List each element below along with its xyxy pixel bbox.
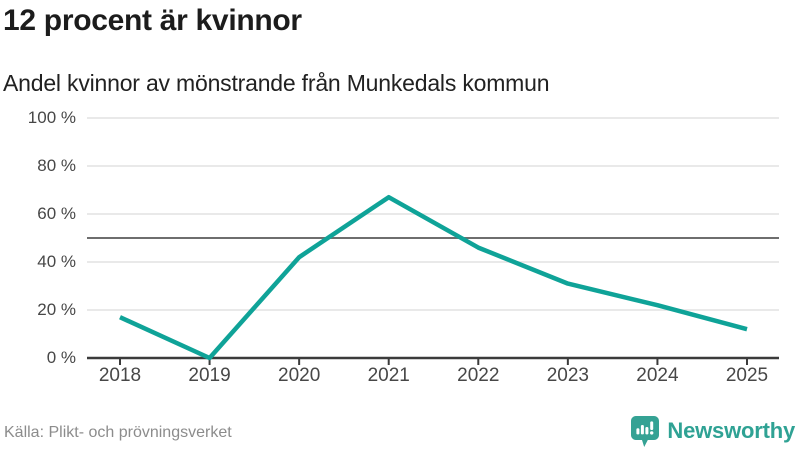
newsworthy-bubble-icon bbox=[631, 415, 660, 447]
newsworthy-wordmark: Newsworthy bbox=[667, 418, 795, 443]
data-line-Andel kvinnor av mönstrande bbox=[119, 194, 748, 361]
x-tick-label-2020: 2020 bbox=[278, 365, 321, 386]
x-tick-label-2024: 2024 bbox=[636, 365, 679, 386]
y-tick-label-60: 60 % bbox=[37, 204, 76, 223]
x-tick-label-2025: 2025 bbox=[725, 365, 769, 386]
x-tick-label-2018: 2018 bbox=[98, 365, 142, 386]
y-tick-label-40: 40 % bbox=[37, 252, 76, 271]
y-tick-label-100: 100 % bbox=[27, 108, 76, 127]
y-tick-label-0: 0 % bbox=[46, 348, 76, 367]
y-tick-label-20: 20 % bbox=[37, 300, 76, 319]
x-tick-label-2019: 2019 bbox=[188, 365, 231, 386]
x-tick-label-2022: 2022 bbox=[457, 365, 500, 386]
y-tick-label-80: 80 % bbox=[37, 156, 76, 175]
page-title: 12 procent är kvinnor bbox=[3, 4, 302, 37]
chart-subtitle: Andel kvinnor av mönstrande från Munkeda… bbox=[3, 70, 550, 96]
x-tick-label-2021: 2021 bbox=[367, 365, 410, 386]
newsworthy-logo: Newsworthy bbox=[630, 414, 795, 448]
source-note: Källa: Plikt- och prövningsverket bbox=[4, 424, 232, 441]
x-tick-label-2023: 2023 bbox=[546, 365, 589, 386]
